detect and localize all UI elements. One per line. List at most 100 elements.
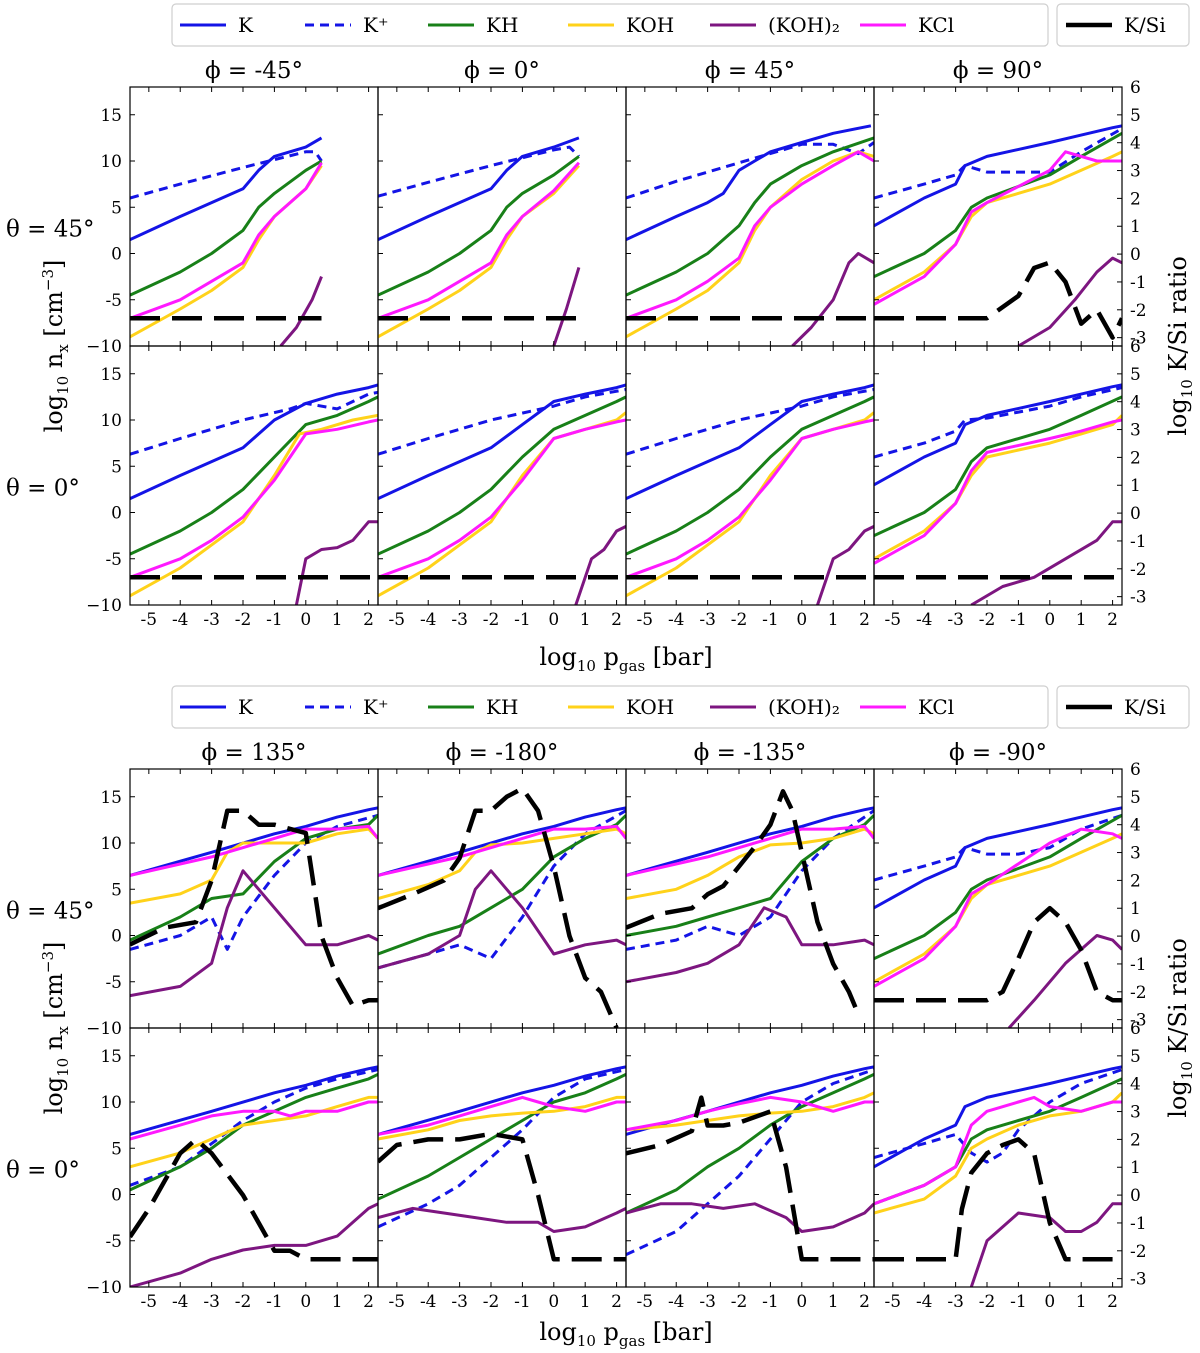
panel-frame [625, 345, 875, 606]
series-line-k [874, 127, 1122, 200]
series-line-ksi [626, 789, 861, 1015]
x-tick-label: -5 [637, 1292, 654, 1312]
legend-label: K⁺ [363, 13, 389, 37]
series-line-koh [874, 832, 1122, 984]
x-tick-label: -5 [637, 610, 654, 630]
x-tick-label: 0 [548, 610, 559, 630]
x-tick-label: -1 [266, 1292, 283, 1312]
series-line-koh [378, 869, 626, 970]
x-tick-label: 0 [796, 610, 807, 630]
legend: K K⁺ KH KOH (KOH)₂ KCl K/Si [171, 685, 1190, 729]
x-tick-label: -3 [451, 1292, 468, 1312]
y-axis-title-part: ] [40, 942, 68, 951]
y-right-tick-label: 0 [1130, 927, 1141, 947]
y-right-tick-label: 5 [1130, 106, 1141, 126]
x-tick-label: 0 [300, 610, 311, 630]
panel-series [130, 806, 378, 1008]
x-tick-label: -5 [141, 1292, 158, 1312]
row-label: θ = 45° [6, 899, 95, 925]
legend-label: (KOH)₂ [768, 13, 840, 37]
panel-title: ϕ = 0° [464, 58, 540, 84]
y-right-tick-label: 0 [1130, 245, 1141, 265]
series-line-k [378, 806, 626, 877]
series-line-ksi [874, 260, 1122, 340]
row-label: θ = 0° [6, 476, 80, 502]
series-line-kh [378, 1072, 626, 1201]
panel-series [378, 136, 581, 346]
x-tick-label: -3 [947, 610, 964, 630]
series-line-kh [626, 395, 874, 556]
series-line-k [130, 813, 378, 951]
x-tick-label: -4 [172, 610, 189, 630]
panel-series [130, 136, 323, 346]
series-line-kh [378, 814, 626, 956]
x-axis-title-part: [bar] [645, 1318, 713, 1346]
y-axis-title-part: [cm [40, 973, 68, 1026]
series-line-koh [626, 827, 874, 900]
series-line-k [626, 1068, 874, 1256]
x-tick-label: 2 [611, 1292, 622, 1312]
series-line-koh [279, 276, 323, 346]
y-right-tick-label: 5 [1130, 365, 1141, 385]
panel: 6 5 4 3 2 1 0 -1 -2 -3 [873, 760, 1147, 1031]
y-tick-label: 0 [111, 1186, 122, 1206]
y-tick-label: 15 [100, 106, 122, 126]
x-tick-label: 1 [580, 610, 591, 630]
panel-series [874, 806, 1122, 1028]
x-tick-label: 2 [859, 610, 870, 630]
series-line-k [378, 388, 626, 456]
y-axis-title-part: ] [40, 260, 68, 269]
y-right-tick-label: -2 [1130, 1242, 1147, 1262]
panel: -5 -4 -3 -2 -1 0 1 2 [625, 345, 875, 630]
x-tick-label: -1 [762, 1292, 779, 1312]
series-line-koh [791, 252, 874, 346]
series-line-kcl [626, 150, 874, 320]
y-tick-label: -5 [105, 550, 122, 570]
y-right-tick-label: 4 [1130, 393, 1141, 413]
panel-series [378, 786, 626, 1028]
panel-series [626, 789, 874, 1015]
y-right-tick-label: -2 [1130, 983, 1147, 1003]
x-tick-label: -1 [514, 1292, 531, 1312]
legend: K K⁺ KH KOH (KOH)₂ KCl K/Si [171, 3, 1190, 47]
x-tick-label: -4 [668, 610, 685, 630]
series-line-k [626, 124, 872, 241]
y-right-tick-label: 4 [1130, 816, 1141, 836]
series-line-k [378, 1065, 626, 1136]
series-line-k [626, 388, 874, 456]
x-tick-label: -3 [699, 1292, 716, 1312]
panel-frame [873, 345, 1123, 606]
y-right-tick-label: -3 [1130, 1011, 1147, 1031]
panel-frame [625, 1027, 875, 1288]
y-tick-label: 0 [111, 504, 122, 524]
y-right-tick-label: -3 [1130, 588, 1147, 608]
y-tick-label: 0 [111, 245, 122, 265]
x-tick-label: -5 [389, 610, 406, 630]
panel-series [626, 124, 874, 346]
y-tick-label: 5 [111, 457, 122, 477]
series-line-kh [130, 1072, 378, 1192]
x-tick-label: -2 [979, 610, 996, 630]
series-line-koh [130, 164, 323, 339]
x-tick-label: 2 [611, 610, 622, 630]
series-line-koh [294, 520, 378, 605]
x-tick-label: -3 [203, 1292, 220, 1312]
series-line-koh [626, 906, 874, 984]
legend-label: KOH [626, 13, 674, 37]
y-right-tick-label: 3 [1130, 1103, 1141, 1123]
series-line-koh [1007, 934, 1122, 1028]
y-axis-title-right: log10 K/Si ratio [1164, 256, 1196, 436]
legend-label: KCl [918, 695, 954, 719]
y-right-tick-label: -1 [1130, 532, 1147, 552]
panel: 15 10 5 0 -5 −10 [86, 768, 379, 1039]
panel-series [874, 1065, 1122, 1287]
y-right-tick-label: -1 [1130, 955, 1147, 975]
x-tick-label: -4 [420, 1292, 437, 1312]
y-right-tick-label: 6 [1130, 337, 1141, 357]
x-tick-label: 2 [859, 1292, 870, 1312]
panel-series [378, 383, 626, 605]
y-tick-label: 0 [111, 927, 122, 947]
series-line-kh [130, 395, 378, 556]
row-label: θ = 45° [6, 217, 95, 243]
